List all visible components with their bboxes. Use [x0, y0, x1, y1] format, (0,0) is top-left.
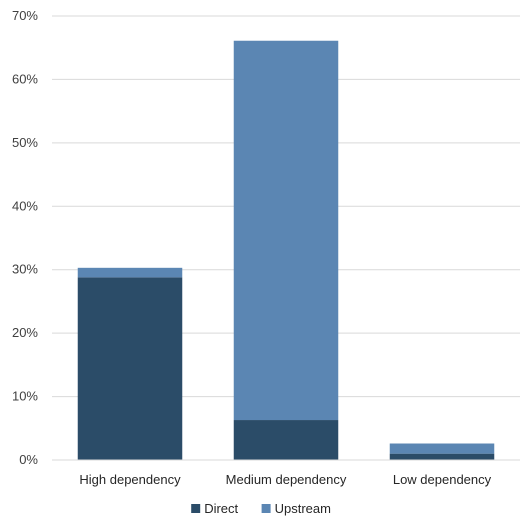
x-category-label: Medium dependency: [226, 472, 347, 487]
bars: [77, 40, 495, 460]
y-axis-tick-labels: 0% 10% 20% 30% 40% 50% 60% 70%: [12, 8, 38, 467]
y-tick-label: 40%: [12, 198, 38, 213]
legend-swatch: [191, 504, 201, 513]
legend-item-upstream: Upstream: [261, 501, 331, 516]
bar-direct-2: [233, 420, 339, 460]
y-tick-label: 50%: [12, 135, 38, 150]
legend: Direct Upstream: [191, 501, 331, 516]
bar-upstream-1: [77, 267, 183, 278]
bar-upstream-2: [233, 40, 339, 421]
legend-swatch: [261, 504, 271, 513]
bar-direct-1: [77, 277, 183, 460]
x-axis-category-labels: High dependency Medium dependency Low depe…: [79, 472, 491, 487]
y-tick-label: 10%: [12, 389, 38, 404]
y-tick-label: 70%: [12, 8, 38, 23]
y-tick-label: 20%: [12, 325, 38, 340]
x-category-label: High dependency: [79, 472, 181, 487]
bar-direct-3: [389, 453, 495, 460]
x-category-label: Low dependency: [393, 472, 492, 487]
legend-label: Upstream: [275, 501, 331, 516]
y-tick-label: 0%: [19, 452, 38, 467]
legend-item-direct: Direct: [191, 501, 239, 516]
bar-upstream-3: [389, 443, 495, 454]
y-tick-label: 60%: [12, 71, 38, 86]
y-tick-label: 30%: [12, 262, 38, 277]
legend-label: Direct: [204, 501, 238, 516]
